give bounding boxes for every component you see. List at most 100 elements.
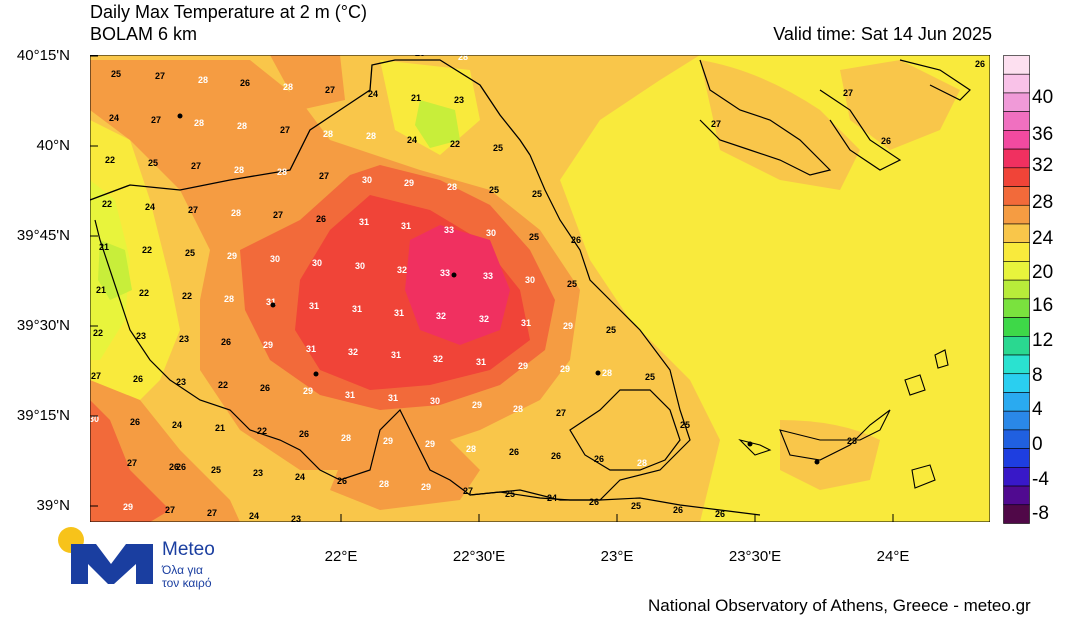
lat-label: 39°N	[36, 497, 70, 514]
temperature-value: 26	[176, 462, 186, 472]
temperature-value: 21	[215, 423, 225, 433]
temperature-value: 27	[711, 119, 721, 129]
temperature-value: 28	[602, 368, 612, 378]
temperature-value: 27	[325, 85, 335, 95]
temperature-value: 26	[715, 509, 725, 519]
colorbar-label: 16	[1032, 295, 1054, 316]
band-21-north	[415, 100, 460, 148]
temperature-value: 26	[571, 235, 581, 245]
colorbar-cell	[1003, 410, 1030, 431]
temperature-value: 31	[266, 297, 276, 307]
temperature-value: 25	[148, 158, 158, 168]
temperature-map: 25 27 28 26 28 27 24 21 23 25 28 24 27 28 28 27 28 28 24 22…	[90, 55, 990, 522]
border-line	[90, 59, 531, 201]
temperature-value: 27	[188, 205, 198, 215]
temperature-value: 28	[194, 118, 204, 128]
temperature-value: 22	[182, 291, 192, 301]
colorbar-label: 24	[1032, 228, 1054, 249]
temperature-value: 33	[440, 268, 450, 278]
colorbar-label: 28	[1032, 192, 1054, 213]
temperature-value: 30	[270, 254, 280, 264]
temperature-value: 23	[136, 331, 146, 341]
logo-name: Meteo	[162, 539, 215, 560]
temperature-value: 26	[260, 383, 270, 393]
temperature-value: 26	[240, 78, 250, 88]
temperature-value: 22	[257, 426, 267, 436]
colorbar-label: 36	[1032, 124, 1054, 145]
colorbar-cell	[1003, 130, 1030, 150]
temperature-value: 23	[454, 95, 464, 105]
temperature-value: 26	[299, 429, 309, 439]
axis-ticks	[90, 55, 894, 522]
temperature-value: 25	[185, 248, 195, 258]
temperature-value: 23	[176, 377, 186, 387]
temperature-value: 25	[645, 372, 655, 382]
temperature-value: 29	[563, 321, 573, 331]
temperature-value: 27	[556, 408, 566, 418]
colorbar-cell	[1003, 92, 1030, 112]
lat-label: 40°N	[36, 137, 70, 154]
temperature-value: 28	[513, 404, 523, 414]
city-marker	[313, 371, 319, 377]
temperature-value: 31	[306, 344, 316, 354]
temperature-value: 26	[594, 454, 604, 464]
lon-label: 23°E	[600, 548, 634, 565]
band-30-sw	[90, 400, 170, 522]
temperature-value: 22	[102, 199, 112, 209]
colorbar-label: 4	[1032, 399, 1043, 420]
band-24-west	[90, 120, 180, 430]
temperature-value: 28	[231, 208, 241, 218]
band-28-s	[330, 430, 480, 510]
colorbar-cell	[1003, 392, 1030, 412]
lon-label: 22°E	[324, 548, 358, 565]
temperature-value: 25	[505, 489, 515, 499]
temperature-value: 31	[521, 318, 531, 328]
temperature-value: 28	[637, 458, 647, 468]
temperature-value: 25	[111, 69, 121, 79]
temperature-value: 27	[155, 71, 165, 81]
colorbar-cell	[1003, 111, 1030, 131]
temperature-value: 30	[525, 275, 535, 285]
colorbar-label: 20	[1032, 262, 1054, 283]
temperature-value: 25	[567, 279, 577, 289]
colorbar-cell	[1003, 373, 1030, 393]
temperature-value: 27	[165, 505, 175, 515]
temperature-value: 32	[436, 311, 446, 321]
city-marker	[270, 302, 276, 308]
temperature-value: 25	[489, 185, 499, 195]
temperature-value: 25	[211, 465, 221, 475]
temperature-value: 22	[218, 380, 228, 390]
temperature-value: 27	[191, 161, 201, 171]
temperature-value: 27	[151, 115, 161, 125]
credit-text: National Observatory of Athens, Greece -…	[648, 596, 1031, 615]
temperature-value: 23	[253, 468, 263, 478]
temperature-value: 28	[234, 165, 244, 175]
colorbar-cell	[1003, 279, 1030, 300]
temperature-value: 28	[198, 75, 208, 85]
model-name: BOLAM 6 km	[90, 24, 198, 44]
colorbar-cell	[1003, 485, 1030, 506]
temperature-value: 32	[433, 354, 443, 364]
lon-label: 23°30'E	[728, 548, 782, 565]
temperature-value: 25	[493, 143, 503, 153]
temperature-value: 24	[547, 493, 557, 503]
temperature-value: 31	[309, 301, 319, 311]
temperature-value: 21	[411, 93, 421, 103]
temperature-value: 28	[447, 182, 457, 192]
temperature-value: 29	[227, 251, 237, 261]
temperature-value: 27	[127, 458, 137, 468]
temperature-value: 30	[355, 261, 365, 271]
temperature-value: 30	[312, 258, 322, 268]
temperature-value: 33	[483, 271, 493, 281]
chalkidiki-coast	[699, 59, 971, 176]
colorbar-label: 32	[1032, 155, 1054, 176]
lon-label: 24°E	[876, 548, 910, 565]
temperature-value: 27	[91, 371, 101, 381]
meteo-logo[interactable]: Meteo Όλα για τον καιρό	[56, 526, 236, 590]
temperature-value: 29	[263, 340, 273, 350]
temperature-value: 32	[397, 265, 407, 275]
temperature-value: 22	[139, 288, 149, 298]
temperature-value: 26	[673, 505, 683, 515]
temperature-value: 30	[486, 228, 496, 238]
temperature-value: 26	[589, 497, 599, 507]
